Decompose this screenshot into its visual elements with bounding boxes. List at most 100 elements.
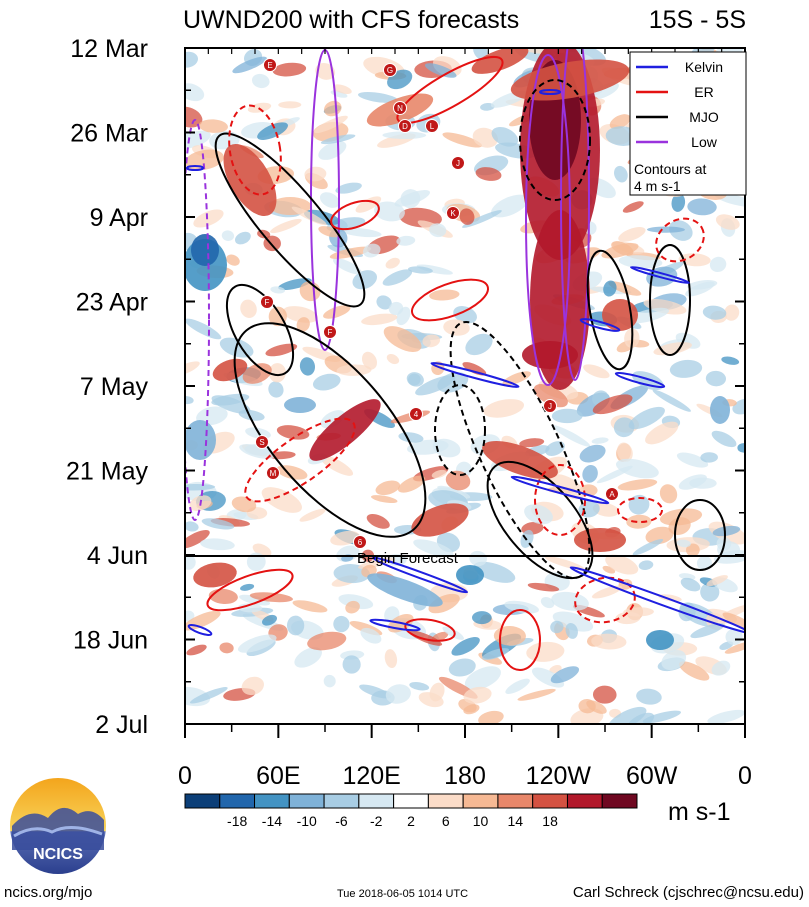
y-tick-label: 12 Mar bbox=[70, 35, 148, 63]
field-patch bbox=[618, 255, 663, 269]
field-feature bbox=[284, 397, 316, 413]
field-patch bbox=[613, 417, 635, 438]
storm-marker: F bbox=[260, 295, 274, 309]
kelvin-contour bbox=[372, 556, 468, 594]
field-patch bbox=[185, 51, 198, 68]
y-tick-label: 23 Apr bbox=[76, 289, 148, 317]
field-patch bbox=[721, 356, 740, 365]
field-patch bbox=[185, 521, 199, 532]
field-feature bbox=[646, 630, 674, 650]
field-feature bbox=[223, 143, 277, 217]
mjo-contour bbox=[586, 249, 634, 371]
field-patch bbox=[428, 593, 460, 614]
field-feature bbox=[482, 441, 558, 479]
low-contour bbox=[185, 119, 210, 521]
logo-text: NCICS bbox=[33, 846, 83, 863]
field-patch bbox=[582, 464, 598, 483]
field-patch bbox=[689, 477, 717, 489]
field-feature bbox=[471, 48, 529, 74]
field-patch bbox=[422, 334, 440, 348]
field-patch bbox=[319, 192, 340, 208]
kelvin-contour bbox=[186, 165, 204, 171]
field-patch bbox=[448, 658, 476, 677]
y-tick-label: 21 May bbox=[66, 458, 148, 486]
field-patch bbox=[431, 469, 447, 479]
field-patch bbox=[544, 556, 585, 571]
colorbar-swatch bbox=[532, 793, 568, 809]
field-patch bbox=[533, 384, 568, 408]
field-patch bbox=[424, 63, 457, 78]
field-patch bbox=[382, 131, 427, 139]
er-contour bbox=[396, 55, 504, 125]
y-tick-label: 26 Mar bbox=[70, 120, 148, 148]
field-feature bbox=[710, 396, 730, 424]
field-patch bbox=[185, 530, 210, 549]
mjo-contour bbox=[225, 283, 295, 377]
storm-marker: 6 bbox=[353, 535, 367, 549]
field-patch bbox=[661, 649, 687, 671]
storm-marker-label: K bbox=[450, 209, 456, 218]
field-patch bbox=[200, 538, 235, 551]
field-patch bbox=[696, 555, 713, 571]
field-patch bbox=[319, 455, 354, 476]
footer-website: ncics.org/mjo bbox=[4, 884, 92, 901]
field-patch bbox=[469, 550, 487, 567]
field-patch bbox=[323, 674, 336, 688]
field-patch bbox=[374, 201, 405, 222]
field-patch bbox=[237, 603, 263, 613]
field-feature bbox=[309, 399, 381, 461]
field-patch bbox=[333, 564, 370, 584]
field-patch bbox=[591, 437, 609, 444]
field-patch bbox=[462, 210, 502, 228]
er-contour bbox=[330, 199, 380, 231]
x-tick-label: 60W bbox=[626, 762, 678, 790]
field-patch bbox=[628, 406, 665, 430]
mjo-contour bbox=[233, 322, 427, 538]
er-contour bbox=[411, 278, 489, 322]
field-patch bbox=[686, 543, 700, 557]
storm-marker: J bbox=[451, 156, 465, 170]
field-patch bbox=[359, 684, 391, 699]
field-patch bbox=[261, 487, 302, 513]
field-patch bbox=[579, 444, 606, 463]
field-patch bbox=[472, 611, 492, 625]
storm-marker-label: 6 bbox=[358, 538, 363, 547]
y-tick-label: 18 Jun bbox=[73, 627, 148, 655]
field-patch bbox=[442, 132, 483, 148]
field-patch bbox=[409, 630, 443, 646]
field-patch bbox=[671, 193, 686, 212]
field-patch bbox=[239, 594, 271, 606]
colorbar-swatch bbox=[462, 793, 499, 809]
field-patch bbox=[240, 583, 255, 591]
field-patch bbox=[725, 628, 743, 646]
field-patch bbox=[268, 363, 286, 383]
field-patch bbox=[333, 615, 350, 633]
field-patch bbox=[627, 712, 655, 724]
field-patch bbox=[276, 425, 310, 440]
storm-marker-label: A bbox=[609, 490, 615, 499]
field-patch bbox=[193, 209, 224, 228]
field-patch bbox=[286, 615, 305, 636]
colorbar-label: -14 bbox=[262, 813, 282, 829]
colorbar-units: m s-1 bbox=[668, 798, 731, 826]
field-patch bbox=[272, 62, 307, 77]
field-patch bbox=[645, 421, 679, 445]
er-contour bbox=[228, 104, 282, 196]
field-patch bbox=[475, 167, 502, 181]
kelvin-contour bbox=[187, 624, 213, 636]
field-patch bbox=[592, 394, 633, 415]
storm-marker: N bbox=[393, 101, 407, 115]
er-contour bbox=[404, 618, 456, 642]
field-patch bbox=[234, 231, 251, 245]
colorbar-label: -6 bbox=[335, 813, 348, 829]
field-patch bbox=[282, 306, 318, 323]
field-patch bbox=[583, 364, 610, 379]
field-patch bbox=[299, 357, 316, 376]
field-patch bbox=[550, 666, 580, 684]
field-patch bbox=[685, 281, 715, 297]
field-patch bbox=[715, 214, 740, 230]
field-patch bbox=[552, 611, 594, 632]
field-patch bbox=[690, 623, 725, 639]
storm-markers: E G ND L J K F F 4 S M 6 J A bbox=[255, 58, 619, 549]
field-patch bbox=[332, 84, 352, 95]
